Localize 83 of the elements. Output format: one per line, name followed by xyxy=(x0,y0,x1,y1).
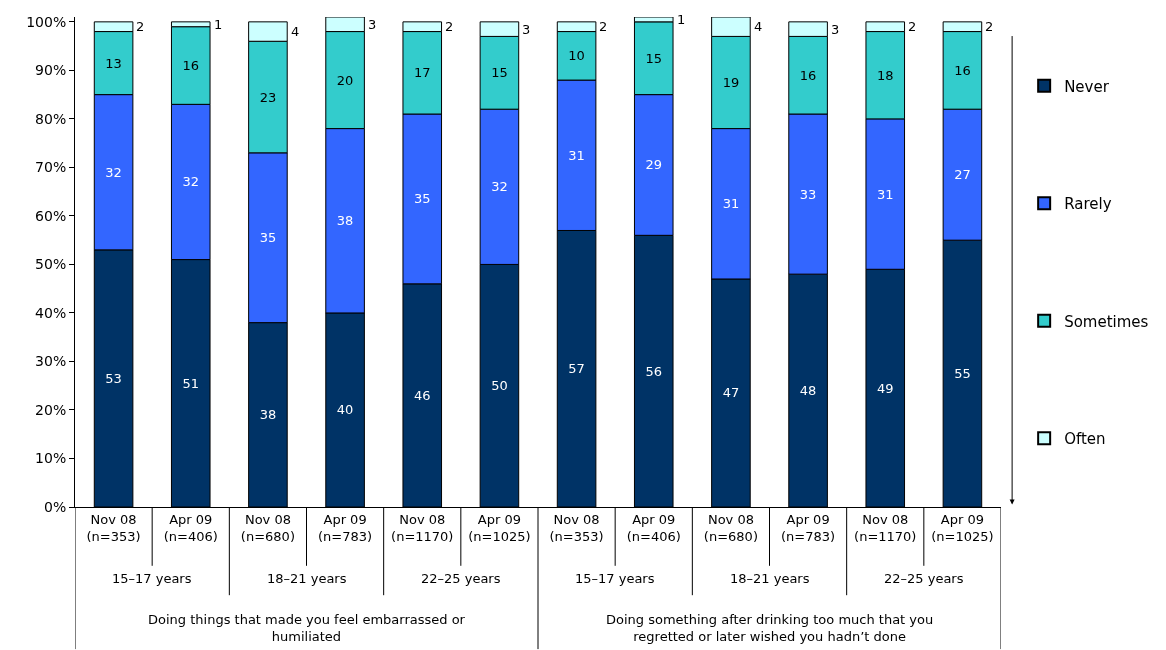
data-label: 32 xyxy=(182,174,200,190)
data-label: 3 xyxy=(368,17,377,32)
data-label: 31 xyxy=(568,147,585,163)
x-tick-label: Apr 09 (n=406) xyxy=(626,511,681,544)
data-label: 46 xyxy=(413,387,431,403)
y-tick-label: 20% xyxy=(35,401,67,418)
y-tick-label: 90% xyxy=(35,62,67,79)
legend-label: Rarely xyxy=(1064,195,1112,214)
data-label: 15 xyxy=(491,65,508,81)
data-label: 38 xyxy=(259,407,277,423)
data-label: 1 xyxy=(214,17,223,32)
text: 22–25 years xyxy=(884,571,964,586)
data-label: 53 xyxy=(105,370,122,386)
data-label: 35 xyxy=(413,191,431,207)
data-label: 55 xyxy=(954,366,971,382)
data-label: 57 xyxy=(568,361,585,377)
text: 22–25 years xyxy=(421,571,501,586)
data-label: 29 xyxy=(645,157,663,173)
data-label: 48 xyxy=(799,383,817,399)
x-tick-label: Apr 09 (n=1025) xyxy=(931,511,994,544)
x-tick-label: Nov 08 (n=1170) xyxy=(854,511,917,544)
data-label: 31 xyxy=(876,186,894,202)
text: 15–17 years xyxy=(575,571,655,586)
y-tick-label: 10% xyxy=(35,450,67,467)
x-tick-label: Apr 09 (n=1025) xyxy=(468,511,531,544)
data-label: 51 xyxy=(182,375,200,391)
legend-label: Sometimes xyxy=(1064,312,1149,331)
data-label: 2 xyxy=(908,19,917,34)
y-tick-label: 30% xyxy=(35,353,67,370)
data-label: 1 xyxy=(677,12,686,27)
data-label: 20 xyxy=(336,72,354,88)
data-label: 3 xyxy=(522,22,531,37)
legend-label: Often xyxy=(1064,430,1106,449)
data-label: 16 xyxy=(799,67,817,83)
data-label: 56 xyxy=(645,363,663,379)
data-label: 4 xyxy=(291,24,300,39)
legend-label: Never xyxy=(1064,77,1110,96)
data-label: 49 xyxy=(876,380,894,396)
x-tick-label: Apr 09 (n=783) xyxy=(781,511,836,544)
y-tick-label: 50% xyxy=(35,256,67,273)
data-label: 2 xyxy=(599,19,608,34)
data-label: 38 xyxy=(336,213,354,229)
data-label: 32 xyxy=(491,179,508,195)
data-label: 47 xyxy=(722,385,740,401)
data-label: 2 xyxy=(445,19,454,34)
y-tick-label: 70% xyxy=(35,159,67,176)
y-tick-label: 60% xyxy=(35,207,67,224)
y-tick-label: 40% xyxy=(35,304,67,321)
y-tick-label: 80% xyxy=(35,110,67,127)
data-label: 23 xyxy=(259,89,277,105)
x-tick-label: Nov 08 (n=353) xyxy=(86,511,141,544)
data-label: 4 xyxy=(754,19,763,34)
text: Doing something after drinking too much that you regretted or later wished you hadn’t done xyxy=(606,612,934,644)
data-label: 2 xyxy=(136,19,145,34)
data-label: 3 xyxy=(831,22,840,37)
x-tick-label: Apr 09 (n=406) xyxy=(163,511,218,544)
data-label: 35 xyxy=(259,230,277,246)
x-tick-label: Nov 08 (n=353) xyxy=(549,511,604,544)
data-label: 50 xyxy=(491,378,508,394)
data-label: 16 xyxy=(954,62,971,78)
data-label: 13 xyxy=(105,55,122,71)
y-tick-label: 0% xyxy=(43,498,67,515)
x-tick-label: Nov 08 (n=1170) xyxy=(391,511,454,544)
data-label: 2 xyxy=(985,19,994,34)
text: 18–21 years xyxy=(730,571,810,586)
data-label: 32 xyxy=(105,164,122,180)
y-tick-label: 100% xyxy=(26,13,67,30)
data-label: 19 xyxy=(722,75,740,90)
x-tick-label: Nov 08 (n=680) xyxy=(240,511,295,544)
data-label: 40 xyxy=(336,402,354,418)
data-label: 15 xyxy=(645,50,663,66)
data-label: 16 xyxy=(182,58,200,74)
data-label: 31 xyxy=(722,196,740,212)
data-label: 18 xyxy=(876,67,894,83)
x-tick-label: Apr 09 (n=783) xyxy=(318,511,373,544)
text: 15–17 years xyxy=(112,571,192,586)
text: 18–21 years xyxy=(267,571,347,586)
x-tick-label: Nov 08 (n=680) xyxy=(703,511,758,544)
data-label: 10 xyxy=(568,48,585,64)
text: Doing things that made you feel embarrassed or humiliated xyxy=(148,612,466,644)
data-label: 33 xyxy=(799,186,817,202)
data-label: 27 xyxy=(954,167,971,183)
data-label: 17 xyxy=(413,65,431,81)
